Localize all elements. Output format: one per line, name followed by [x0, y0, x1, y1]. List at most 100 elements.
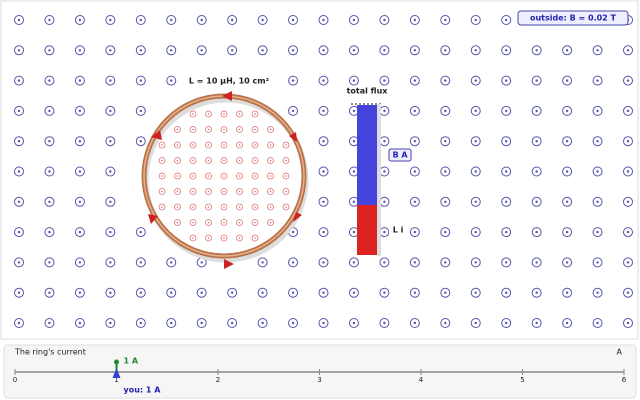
field-dot-center — [626, 200, 630, 203]
field-dot — [470, 287, 481, 298]
field-dot-center — [413, 230, 417, 234]
field-dot — [470, 75, 481, 86]
field-dot — [470, 257, 481, 268]
field-dot-center — [505, 170, 508, 173]
field-dot — [531, 318, 542, 328]
field-dot — [44, 287, 55, 298]
field-dot-center — [505, 230, 508, 234]
ring-dot-center — [269, 175, 272, 177]
field-dot-center — [444, 79, 447, 82]
field-dot-center — [535, 261, 538, 264]
field-dot-center — [78, 49, 82, 52]
field-dot-center — [413, 109, 417, 113]
ring-dot-center — [223, 206, 225, 208]
field-dot-center — [109, 291, 112, 294]
ring-label-box — [188, 74, 270, 87]
field-dot-center — [474, 321, 477, 325]
ring-dot-center — [285, 159, 287, 162]
field-dot — [105, 196, 116, 207]
ring-dot — [158, 141, 166, 149]
field-dot — [44, 257, 55, 268]
field-dot-center — [261, 261, 264, 264]
field-dot — [74, 75, 85, 86]
field-dot — [592, 257, 603, 268]
field-dot-center — [48, 79, 51, 82]
ring-dot — [220, 172, 228, 180]
ring-dot-center — [223, 113, 225, 115]
field-dot — [44, 166, 55, 177]
field-dot — [105, 227, 116, 238]
field-dot — [623, 166, 633, 177]
field-dot-center — [413, 170, 417, 173]
field-dot-center — [78, 170, 82, 173]
field-dot-center — [596, 170, 599, 173]
field-dot — [288, 318, 299, 328]
field-dot-center — [626, 261, 630, 264]
field-dot — [196, 318, 207, 328]
field-dot — [227, 318, 238, 328]
field-dot-center — [170, 321, 173, 325]
ring-dot — [251, 157, 259, 164]
field-dot-center — [322, 140, 325, 143]
field-dot — [44, 136, 55, 147]
slider-thumb[interactable] — [112, 368, 121, 378]
field-dot — [623, 196, 633, 207]
field-dot — [409, 287, 420, 298]
field-dot-center — [322, 261, 325, 264]
field-dot — [562, 196, 573, 207]
field-dot-center — [413, 79, 417, 82]
field-dot — [470, 166, 481, 177]
ring-dot-center — [269, 159, 272, 162]
field-dot-center — [139, 230, 142, 234]
field-dot — [14, 227, 24, 238]
field-dot — [166, 15, 177, 25]
field-dot — [440, 136, 451, 147]
ring-dot-center — [269, 128, 272, 131]
field-dot-center — [413, 261, 417, 264]
field-dot — [470, 136, 481, 147]
field-label-box[interactable] — [517, 10, 629, 26]
ring-dot-center — [207, 128, 210, 131]
ring-dot — [174, 219, 181, 226]
field-dot — [409, 166, 420, 177]
ring-dot-center — [238, 237, 241, 239]
field-dot-center — [505, 18, 508, 22]
field-dot-center — [596, 109, 599, 113]
field-dot — [409, 257, 420, 268]
li-label: L i — [393, 226, 404, 235]
field-dot-center — [383, 79, 386, 82]
field-dot — [348, 318, 359, 328]
field-dot-center — [383, 170, 386, 173]
field-dot-center — [626, 140, 630, 143]
field-dot — [592, 136, 603, 147]
field-dot-center — [383, 200, 386, 203]
field-dot — [74, 227, 85, 238]
field-dot-center — [383, 18, 386, 22]
field-dot-center — [626, 170, 630, 173]
field-dot-center — [413, 291, 417, 294]
field-dot-center — [444, 261, 447, 264]
field-dot — [531, 45, 542, 56]
field-dot — [440, 227, 451, 238]
ring-dot-center — [285, 144, 287, 146]
field-dot-center — [291, 79, 295, 82]
field-dot-center — [596, 321, 599, 325]
ring-dot — [236, 126, 243, 133]
field-dot — [440, 166, 451, 177]
ring-dot-center — [238, 190, 241, 193]
ring-dot — [236, 234, 243, 242]
field-dot-center — [474, 49, 477, 52]
ring-dot — [236, 141, 243, 149]
field-dot — [562, 45, 573, 56]
field-dot-center — [109, 79, 112, 82]
field-dot-center — [261, 49, 264, 52]
ring-dot-center — [238, 113, 241, 115]
field-dot — [74, 287, 85, 298]
field-dot-center — [565, 79, 569, 82]
field-dot — [379, 15, 390, 25]
field-dot — [74, 45, 85, 56]
field-dot-center — [505, 261, 508, 264]
ring-dot-center — [176, 175, 179, 177]
ring-dot — [267, 157, 274, 164]
slider[interactable]: 0 1 2 3 4 5 6 1 A you: 1 A — [13, 357, 627, 395]
